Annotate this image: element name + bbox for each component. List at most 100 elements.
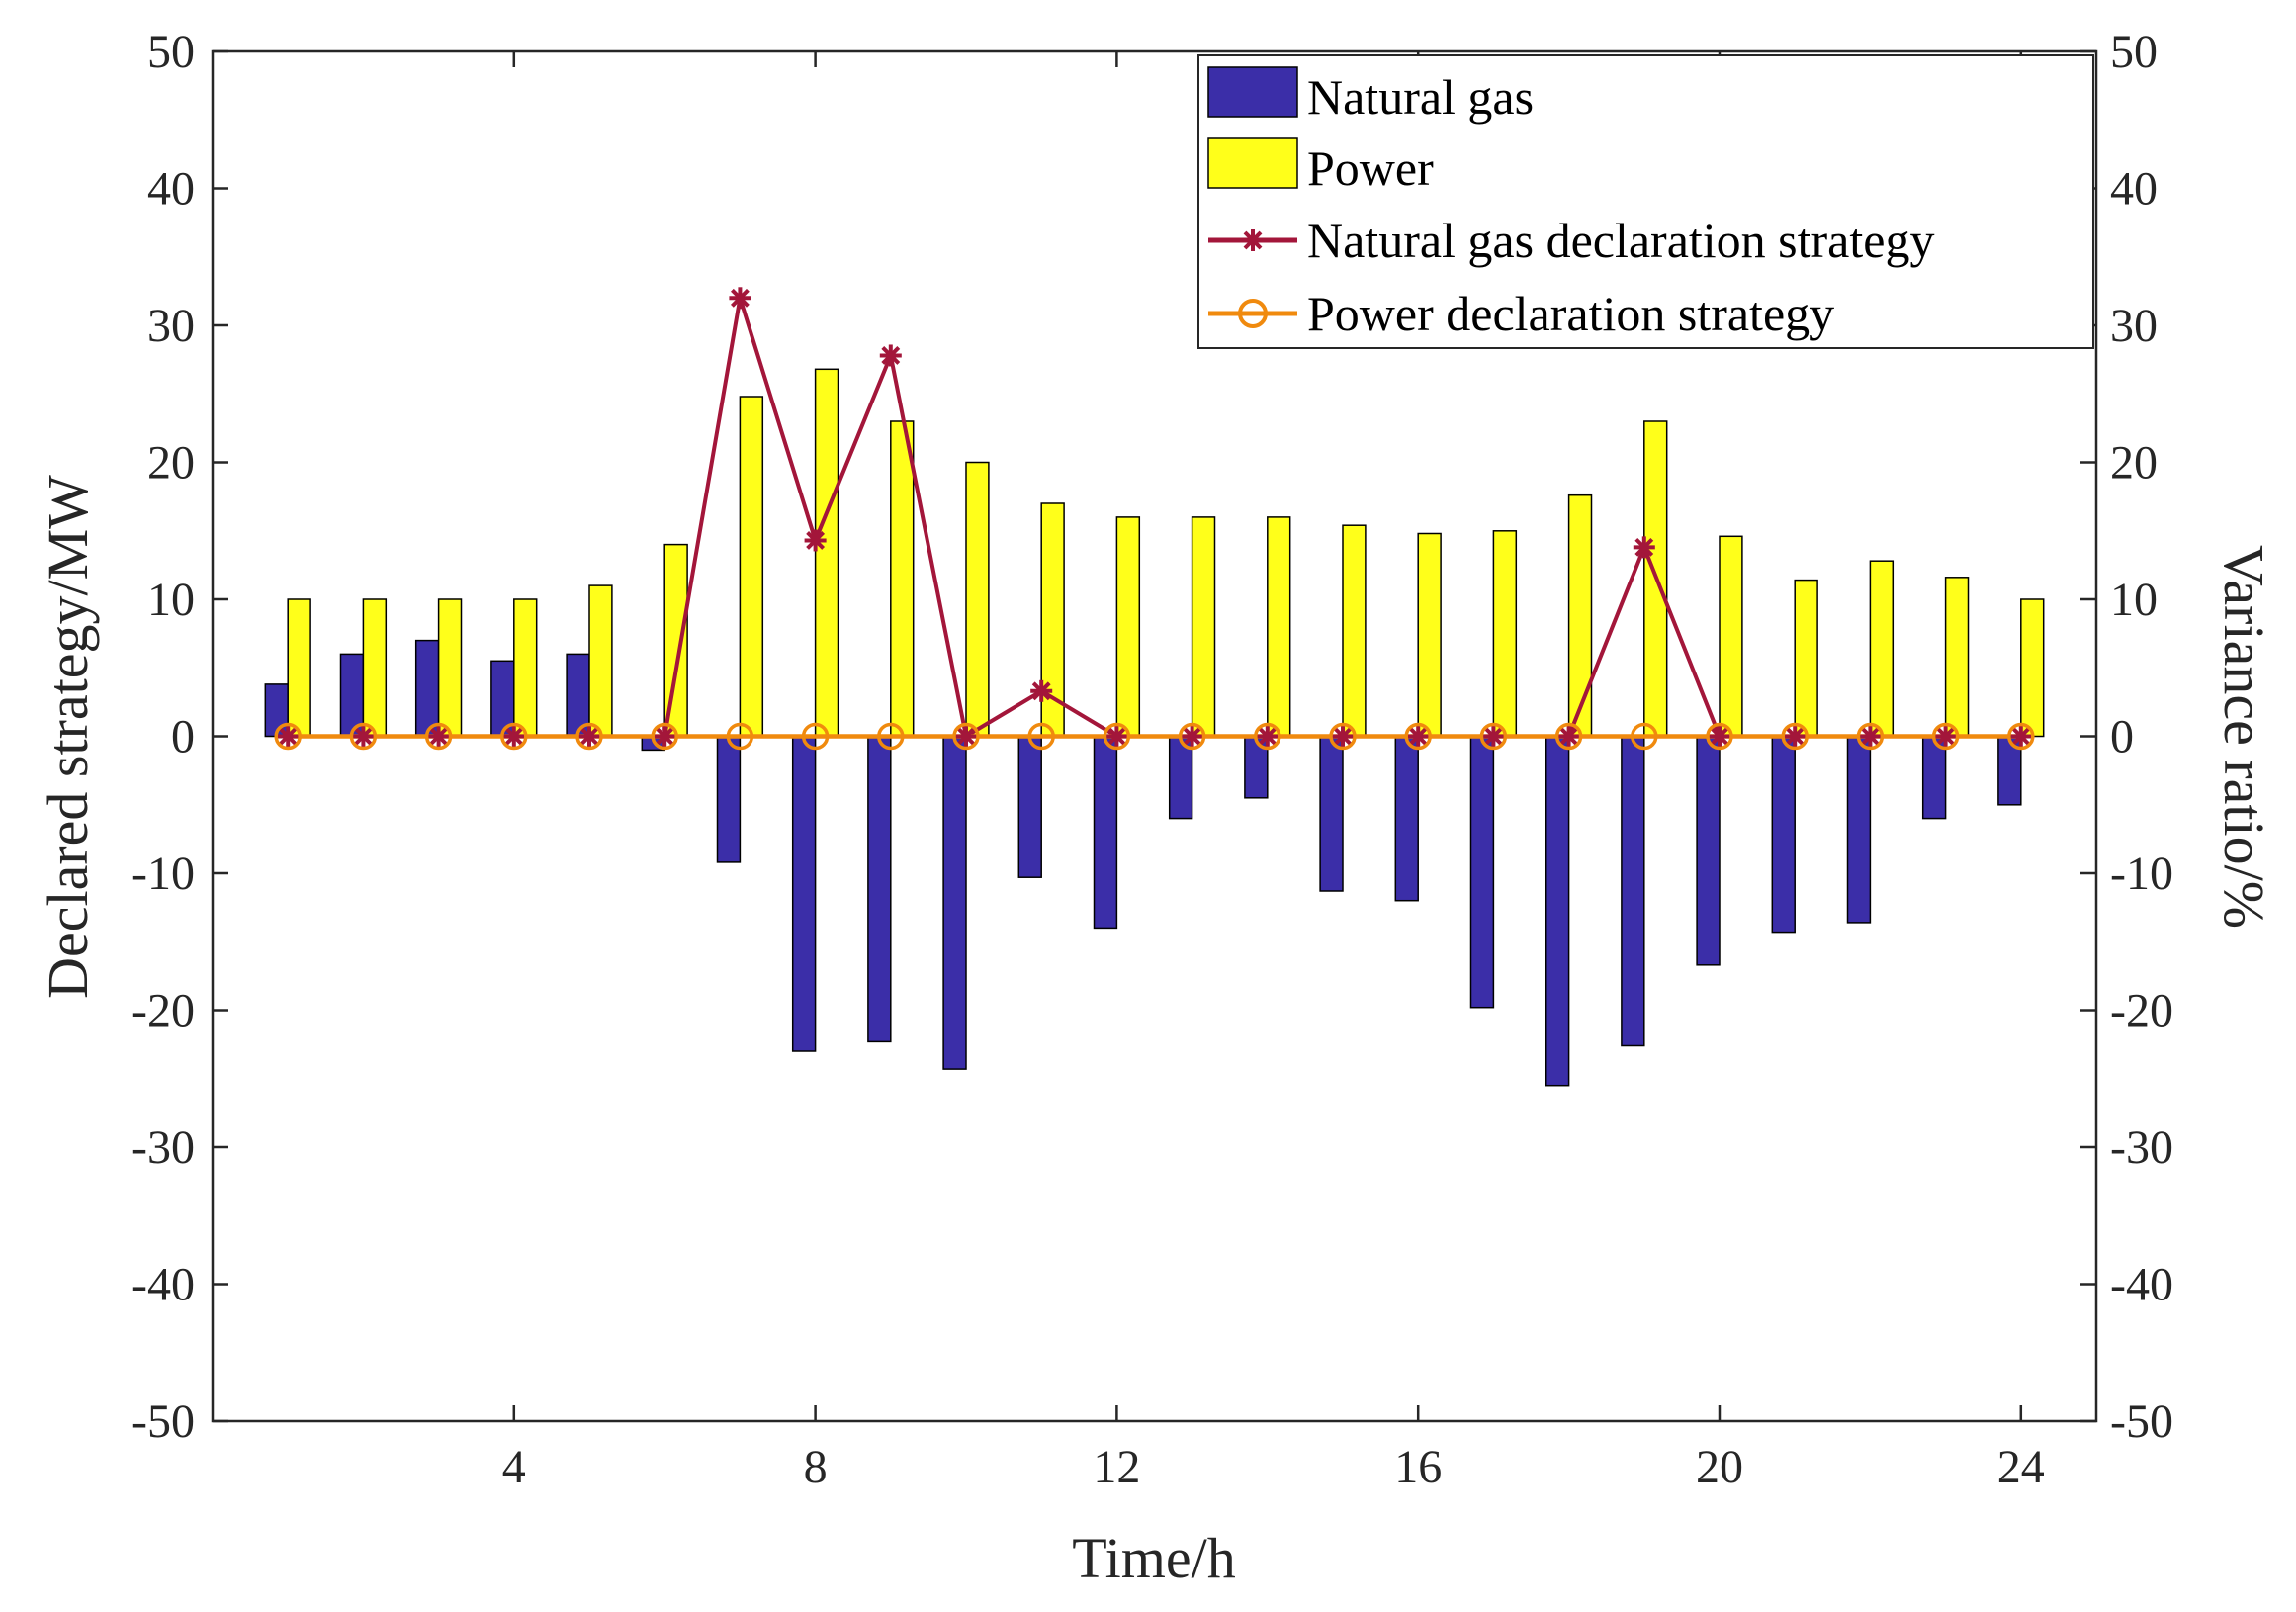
power-strategy-point: [349, 722, 378, 751]
natural-gas-bar: [1621, 735, 1645, 1047]
power-strategy-point: [274, 722, 302, 751]
y-left-tick-label: 30: [147, 300, 195, 352]
natural-gas-strategy-point: [1256, 725, 1279, 748]
power-strategy-point: [1479, 722, 1508, 751]
legend-label-power: Power: [1307, 140, 1434, 196]
y-right-tick-label: -40: [2110, 1259, 2173, 1311]
axis-tick-labels: -50 -50 -40 -40 -30 -30 -20 -20 -10 -10 0 0 10 10 20 20…: [132, 26, 2173, 1493]
legend-swatch-power: [1207, 137, 1298, 189]
power-bar: [1115, 516, 1141, 738]
power-strategy-point: [1781, 722, 1809, 751]
natural-gas-bar: [414, 639, 440, 738]
natural-gas-bar: [264, 683, 289, 738]
power-strategy-point: [575, 722, 603, 751]
power-strategy-point: [651, 722, 678, 751]
power-bar: [1567, 493, 1593, 738]
power-strategy-point: [1706, 722, 1733, 751]
power-bar: [1417, 532, 1442, 738]
natural-gas-bar: [1093, 735, 1118, 930]
natural-gas-bar: [942, 735, 967, 1070]
natural-gas-strategy-point: [427, 725, 450, 748]
x-tick-label: 24: [1997, 1441, 2045, 1493]
y-right-tick-label: 20: [2110, 437, 2158, 490]
power-strategy-point: [1554, 722, 1583, 751]
power-strategy-point: [1254, 722, 1281, 751]
y-right-tick-label: 0: [2110, 711, 2134, 763]
power-strategy-point: [1856, 722, 1885, 751]
power-strategy-point: [1931, 722, 1960, 751]
y-left-tick-label: -10: [132, 848, 195, 900]
legend-marker-circle-icon: [1238, 299, 1268, 328]
x-tick-label: 8: [804, 1441, 828, 1493]
power-bar: [1869, 560, 1895, 738]
power-bar: [362, 598, 388, 738]
natural-gas-strategy-point: [1784, 725, 1807, 748]
power-bar: [588, 584, 613, 738]
y-right-tick-label: -10: [2110, 848, 2173, 900]
natural-gas-strategy-point: [1332, 725, 1354, 748]
natural-gas-bar: [1846, 735, 1872, 924]
y-right-tick-label: -20: [2110, 985, 2173, 1037]
natural-gas-strategy-point: [277, 725, 300, 748]
y-left-tick-label: 50: [147, 26, 195, 78]
power-strategy-point: [1178, 722, 1206, 751]
y-left-tick-label: -50: [132, 1395, 195, 1448]
power-bar: [1719, 535, 1743, 738]
power-bar: [1342, 524, 1367, 738]
power-strategy-point: [877, 722, 905, 751]
legend: Natural gas Power Natural gas declaratio…: [1197, 54, 2094, 349]
power-bar: [965, 461, 990, 738]
power-bar: [437, 598, 463, 738]
natural-gas-bar: [1017, 735, 1042, 878]
natural-gas-bar: [1394, 735, 1419, 902]
power-bar: [1492, 530, 1518, 738]
power-strategy-point: [2007, 722, 2035, 751]
natural-gas-strategy-point: [1859, 725, 1882, 748]
natural-gas-strategy-point: [1934, 725, 1957, 748]
legend-swatch-natural-gas: [1207, 66, 1298, 118]
natural-gas-strategy-point: [578, 725, 600, 748]
x-tick-label: 4: [502, 1441, 526, 1493]
power-bar: [1267, 516, 1291, 738]
power-bar: [513, 598, 538, 738]
declaration-strategy-lines: [274, 287, 2035, 751]
legend-label-natural-gas: Natural gas: [1307, 69, 1534, 125]
natural-gas-strategy-point: [502, 725, 525, 748]
power-strategy-point: [1329, 722, 1357, 751]
natural-gas-strategy-point: [1709, 725, 1730, 748]
y-axis-right-title: Variance ratio/%: [2212, 545, 2276, 929]
natural-gas-strategy-point: [955, 725, 977, 748]
natural-gas-strategy-point: [729, 287, 751, 310]
y-left-tick-label: 0: [171, 711, 195, 763]
power-bar: [287, 598, 311, 738]
natural-gas-strategy-point: [1482, 725, 1505, 748]
y-right-tick-label: 30: [2110, 300, 2158, 352]
natural-gas-strategy-point: [1105, 725, 1128, 748]
natural-gas-bar: [716, 735, 742, 863]
natural-gas-bar: [1545, 735, 1570, 1087]
power-strategy-point: [1103, 722, 1131, 751]
natural-gas-bar: [1469, 735, 1495, 1009]
power-bar: [1944, 577, 1970, 738]
power-bar: [890, 420, 915, 738]
natural-gas-bar: [1319, 735, 1344, 892]
natural-gas-strategy-point: [879, 344, 902, 367]
natural-gas-strategy-point: [352, 725, 375, 748]
power-strategy-point: [1631, 722, 1658, 751]
power-strategy-point: [952, 722, 980, 751]
natural-gas-bar: [1696, 735, 1721, 966]
power-strategy-point: [1027, 722, 1055, 751]
power-strategy-point: [726, 722, 754, 751]
natural-gas-strategy-point: [1181, 725, 1203, 748]
power-strategy-point: [801, 722, 830, 751]
legend-box: [1197, 54, 2094, 349]
natural-gas-bar: [791, 735, 817, 1052]
y-left-tick-label: 20: [147, 437, 195, 490]
natural-gas-strategy-point: [1557, 725, 1580, 748]
natural-gas-bars: [264, 639, 2022, 1087]
x-tick-label: 12: [1093, 1441, 1140, 1493]
power-strategy-point: [1404, 722, 1432, 751]
natural-gas-strategy-point: [2009, 725, 2032, 748]
power-bar: [814, 368, 839, 738]
y-left-tick-label: -20: [132, 985, 195, 1037]
